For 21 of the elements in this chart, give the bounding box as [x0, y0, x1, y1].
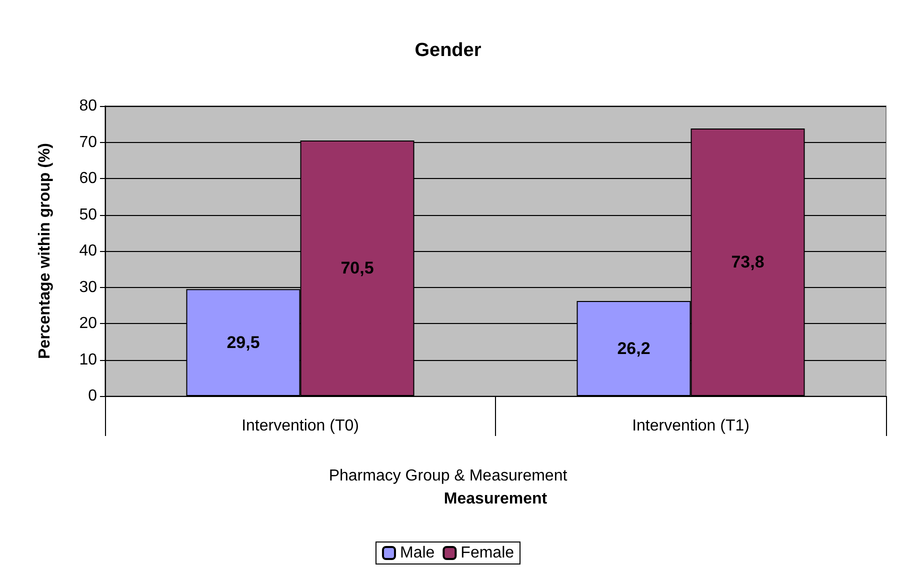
data-label: 70,5 [340, 258, 374, 278]
y-tick-label: 50 [79, 206, 98, 224]
data-label: 29,5 [226, 333, 260, 352]
chart-title: Gender [414, 40, 482, 61]
data-label: 73,8 [731, 252, 764, 272]
y-tick-label: 20 [79, 315, 98, 332]
y-axis-title: Percentage within group (%) [36, 142, 54, 360]
data-label: 26,2 [617, 339, 650, 358]
y-tick-label: 80 [79, 98, 98, 114]
legend-label: Female [460, 544, 514, 562]
x-tick-label: Intervention (T1) [632, 418, 750, 434]
y-tick-label: 40 [79, 242, 98, 260]
y-tick-label: 0 [88, 388, 98, 404]
x-tick-label: Intervention (T0) [242, 418, 359, 434]
y-tick-label: 60 [79, 170, 98, 187]
x-axis-title: Measurement [444, 490, 548, 508]
y-tick-label: 70 [79, 134, 98, 151]
y-tick-label: 10 [79, 351, 98, 368]
legend-label: Male [400, 544, 435, 562]
y-tick-label: 30 [79, 278, 98, 296]
text: Pharmacy Group & Measurement [328, 468, 568, 484]
